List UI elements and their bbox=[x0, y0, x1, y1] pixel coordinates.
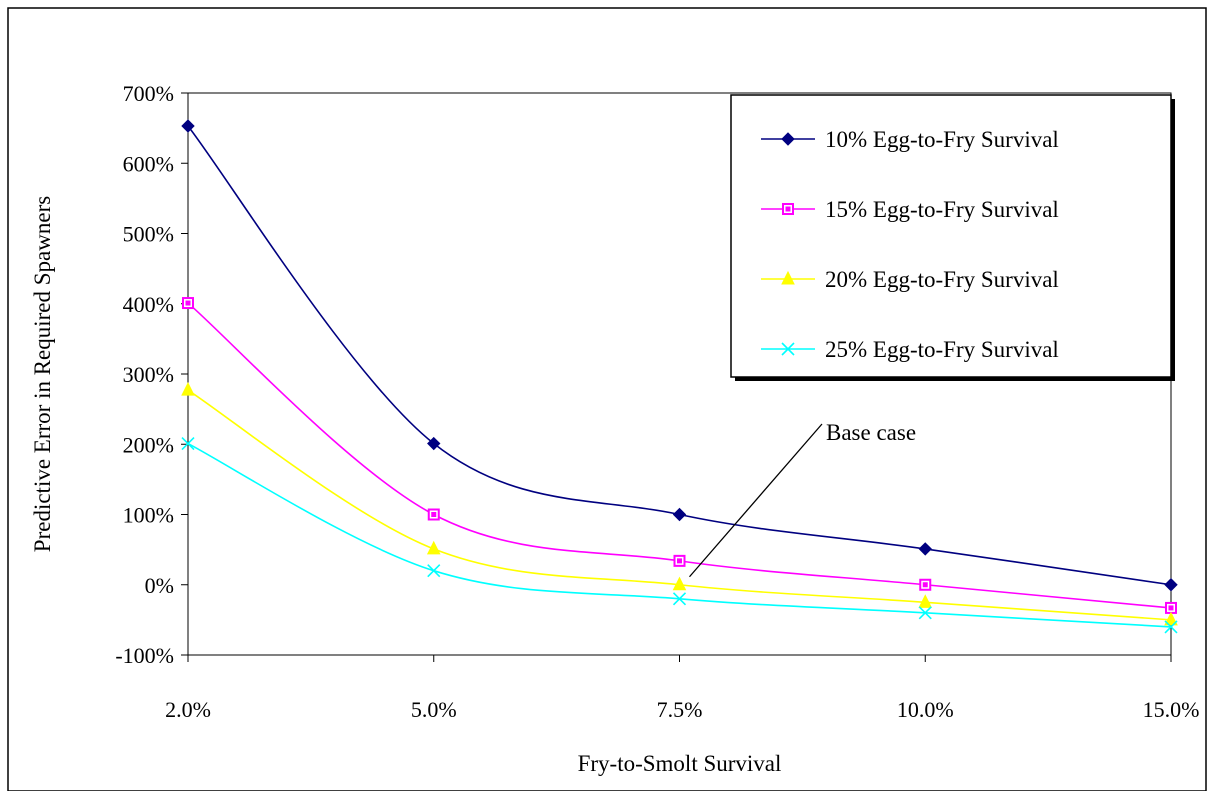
data-point bbox=[427, 508, 440, 521]
legend-item: 10% Egg-to-Fry Survival bbox=[761, 127, 1059, 152]
y-tick-label: 700% bbox=[123, 81, 174, 106]
series-line bbox=[187, 125, 1172, 586]
y-axis: -100% 0% 100% 200% 300% 400% 500% 600% 700% bbox=[115, 81, 188, 668]
series-1 bbox=[181, 119, 1178, 592]
legend-label: 10% Egg-to-Fry Survival bbox=[825, 127, 1059, 152]
x-axis: 2.0% 5.0% 7.5% 10.0% 15.0% bbox=[165, 655, 1199, 722]
legend-shadow bbox=[1171, 99, 1175, 381]
x-tick-label: 7.5% bbox=[657, 697, 703, 722]
annotation-label: Base case bbox=[826, 420, 916, 445]
series-line bbox=[187, 302, 1172, 609]
data-point bbox=[672, 576, 687, 591]
data-point bbox=[672, 592, 687, 606]
series-layer bbox=[181, 119, 1178, 634]
data-point bbox=[672, 507, 687, 522]
x-axis-title: Fry-to-Smolt Survival bbox=[578, 751, 782, 776]
legend-box bbox=[730, 94, 1172, 378]
legend-label: 20% Egg-to-Fry Survival bbox=[825, 267, 1059, 292]
annotation-layer: Base case bbox=[689, 420, 916, 578]
x-tick-label: 2.0% bbox=[165, 697, 211, 722]
data-point bbox=[1165, 601, 1177, 614]
data-point bbox=[181, 436, 195, 451]
y-axis-title: Predictive Error in Required Spawners bbox=[30, 196, 55, 552]
series-2 bbox=[182, 297, 1177, 614]
data-point bbox=[1164, 620, 1178, 634]
data-point bbox=[918, 594, 933, 608]
data-point bbox=[182, 297, 194, 310]
y-tick-label: 0% bbox=[145, 573, 174, 598]
x-tick-label: 5.0% bbox=[411, 697, 457, 722]
legend-label: 25% Egg-to-Fry Survival bbox=[825, 337, 1059, 362]
legend-marker bbox=[781, 132, 795, 146]
annotation-leader-line bbox=[689, 423, 823, 578]
y-tick-label: 600% bbox=[123, 151, 174, 176]
data-point bbox=[1164, 611, 1178, 626]
y-tick-label: 100% bbox=[123, 503, 174, 528]
y-tick-label: 200% bbox=[123, 432, 174, 457]
legend-item: 25% Egg-to-Fry Survival bbox=[761, 337, 1059, 362]
data-point bbox=[918, 542, 932, 556]
legend-marker bbox=[781, 342, 795, 356]
legend-label: 15% Egg-to-Fry Survival bbox=[825, 197, 1059, 222]
data-point bbox=[919, 578, 932, 591]
data-point bbox=[1164, 578, 1178, 592]
data-point bbox=[181, 119, 195, 133]
legend-shadow bbox=[735, 377, 1175, 381]
legend: 10% Egg-to-Fry Survival 15% Egg-to-Fry Su… bbox=[730, 94, 1175, 381]
legend-marker bbox=[782, 203, 794, 215]
data-point bbox=[181, 382, 195, 396]
y-tick-label: 300% bbox=[123, 362, 174, 387]
legend-item: 15% Egg-to-Fry Survival bbox=[761, 197, 1059, 222]
x-tick-label: 15.0% bbox=[1143, 697, 1200, 722]
legend-item: 20% Egg-to-Fry Survival bbox=[761, 267, 1059, 292]
y-tick-label: 500% bbox=[123, 222, 174, 247]
data-point bbox=[427, 564, 441, 578]
y-tick-label: 400% bbox=[123, 292, 174, 317]
y-tick-label: -100% bbox=[115, 643, 174, 668]
data-point bbox=[918, 606, 932, 620]
data-point bbox=[427, 436, 441, 451]
series-4 bbox=[181, 436, 1178, 634]
data-point bbox=[426, 540, 441, 555]
x-tick-label: 10.0% bbox=[897, 697, 954, 722]
legend-marker bbox=[781, 270, 795, 285]
data-point bbox=[673, 554, 686, 567]
series-3 bbox=[181, 382, 1178, 626]
